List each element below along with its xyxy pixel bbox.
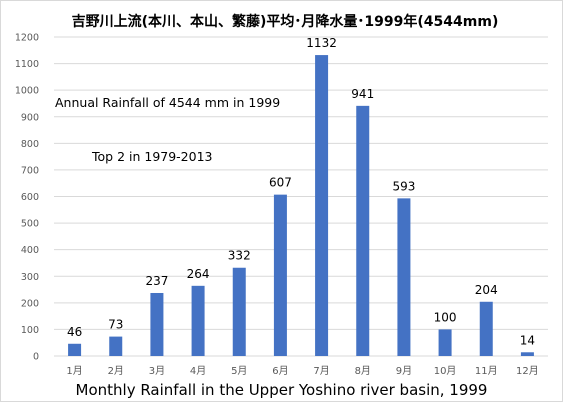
y-tick-label: 1100: [15, 59, 39, 70]
x-tick-label: 7月: [313, 365, 329, 377]
bar: [520, 352, 534, 356]
y-tick-label: 1200: [15, 33, 39, 44]
chart-caption: Monthly Rainfall in the Upper Yoshino ri…: [75, 381, 488, 399]
bar: [68, 343, 82, 356]
bar: [232, 267, 246, 356]
bar: [273, 194, 287, 356]
data-label: 593: [392, 179, 415, 193]
bar: [315, 55, 329, 357]
x-tick-label: 10月: [434, 365, 457, 377]
data-label: 46: [67, 325, 82, 339]
bar: [150, 292, 164, 356]
bar: [479, 301, 493, 356]
x-tick-label: 6月: [272, 365, 288, 377]
y-tick-label: 0: [33, 352, 39, 363]
data-label: 1132: [306, 36, 337, 50]
x-tick-label: 9月: [396, 365, 412, 377]
data-label: 941: [351, 87, 374, 101]
data-label: 607: [269, 176, 292, 190]
bar: [438, 329, 452, 356]
annotation-top-two: Top 2 in 1979-2013: [91, 149, 213, 164]
bar: [397, 198, 411, 356]
bar: [191, 285, 205, 356]
x-tick-label: 5月: [231, 365, 247, 377]
bar: [356, 105, 370, 356]
y-tick-label: 800: [21, 139, 39, 150]
data-label: 14: [520, 333, 535, 347]
x-tick-label: 12月: [516, 365, 539, 377]
annotation-annual-rainfall: Annual Rainfall of 4544 mm in 1999: [55, 95, 280, 110]
y-tick-label: 1000: [15, 86, 39, 97]
y-tick-label: 100: [21, 325, 39, 336]
y-tick-label: 500: [21, 219, 39, 230]
y-tick-label: 700: [21, 165, 39, 176]
data-label: 204: [475, 283, 498, 297]
x-tick-label: 1月: [66, 365, 82, 377]
data-label: 332: [228, 249, 251, 263]
x-tick-label: 2月: [108, 365, 124, 377]
data-label: 237: [145, 274, 168, 288]
data-label: 100: [434, 310, 457, 324]
x-tick-label: 3月: [149, 365, 165, 377]
data-label: 73: [108, 318, 123, 332]
y-tick-label: 600: [21, 192, 39, 203]
y-tick-label: 400: [21, 245, 39, 256]
y-tick-label: 200: [21, 298, 39, 309]
data-label: 264: [187, 267, 210, 281]
y-tick-label: 900: [21, 112, 39, 123]
x-tick-label: 8月: [355, 365, 371, 377]
bar: [109, 336, 123, 356]
y-tick-label: 300: [21, 272, 39, 283]
monthly-rainfall-chart: 吉野川上流(本川、本山、繁藤)平均･月降水量･1999年(4544mm) Ann…: [15, 13, 548, 377]
chart-title: 吉野川上流(本川、本山、繁藤)平均･月降水量･1999年(4544mm): [72, 13, 499, 30]
x-tick-label: 4月: [190, 365, 206, 377]
x-tick-label: 11月: [475, 365, 498, 377]
